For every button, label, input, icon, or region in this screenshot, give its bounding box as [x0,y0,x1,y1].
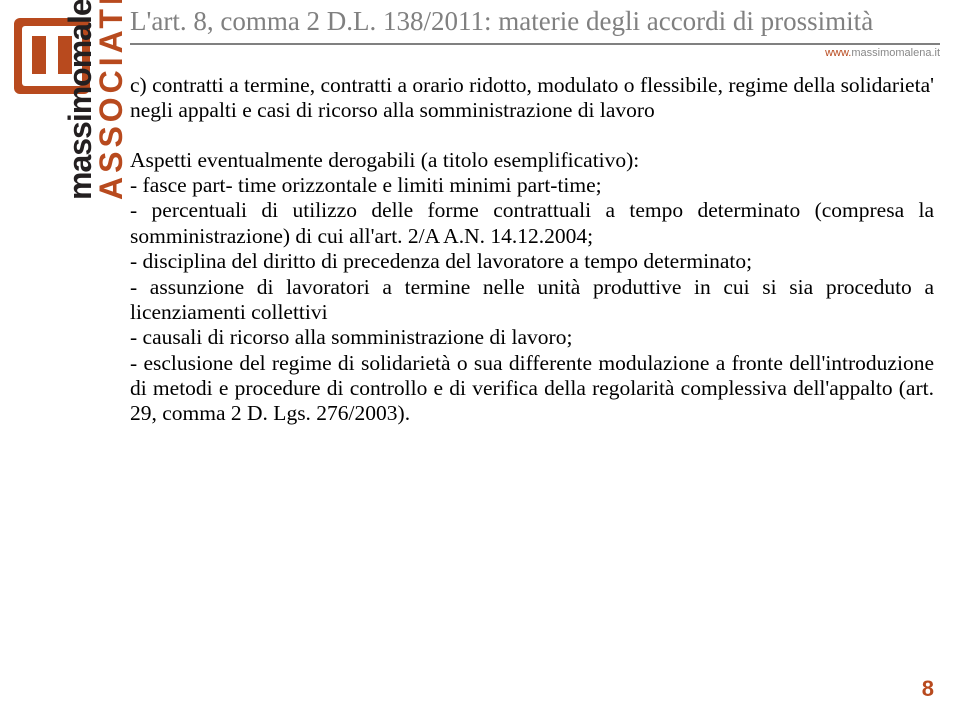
body-text: c) contratti a termine, contratti a orar… [130,73,940,427]
brand-wordmark: massimomalena& ASSOCIATI [62,0,130,200]
bullet-3: - disciplina del diritto di precedenza d… [130,249,934,274]
sidebar: massimomalena& ASSOCIATI [0,0,118,710]
page-title: L'art. 8, comma 2 D.L. 138/2011: materie… [130,0,940,43]
brand-subline: ASSOCIATI [93,0,130,200]
title-divider [130,43,940,45]
bullet-2: - percentuali di utilizzo delle forme co… [130,198,934,249]
url-domain: massimomalena.it [851,47,940,59]
main-content: L'art. 8, comma 2 D.L. 138/2011: materie… [130,0,940,710]
bullet-5: - causali di ricorso alla somministrazio… [130,325,934,350]
bullet-4: - assunzione di lavoratori a termine nel… [130,275,934,326]
bullet-6: - esclusione del regime di solidarietà o… [130,351,934,427]
page-number: 8 [922,676,934,702]
url-prefix: www. [825,47,851,59]
paragraph-intro: c) contratti a termine, contratti a orar… [130,73,934,124]
paragraph-subhead: Aspetti eventualmente derogabili (a tito… [130,148,934,173]
site-url: www.massimomalena.it [130,47,940,59]
bullet-1: - fasce part- time orizzontale e limiti … [130,173,934,198]
